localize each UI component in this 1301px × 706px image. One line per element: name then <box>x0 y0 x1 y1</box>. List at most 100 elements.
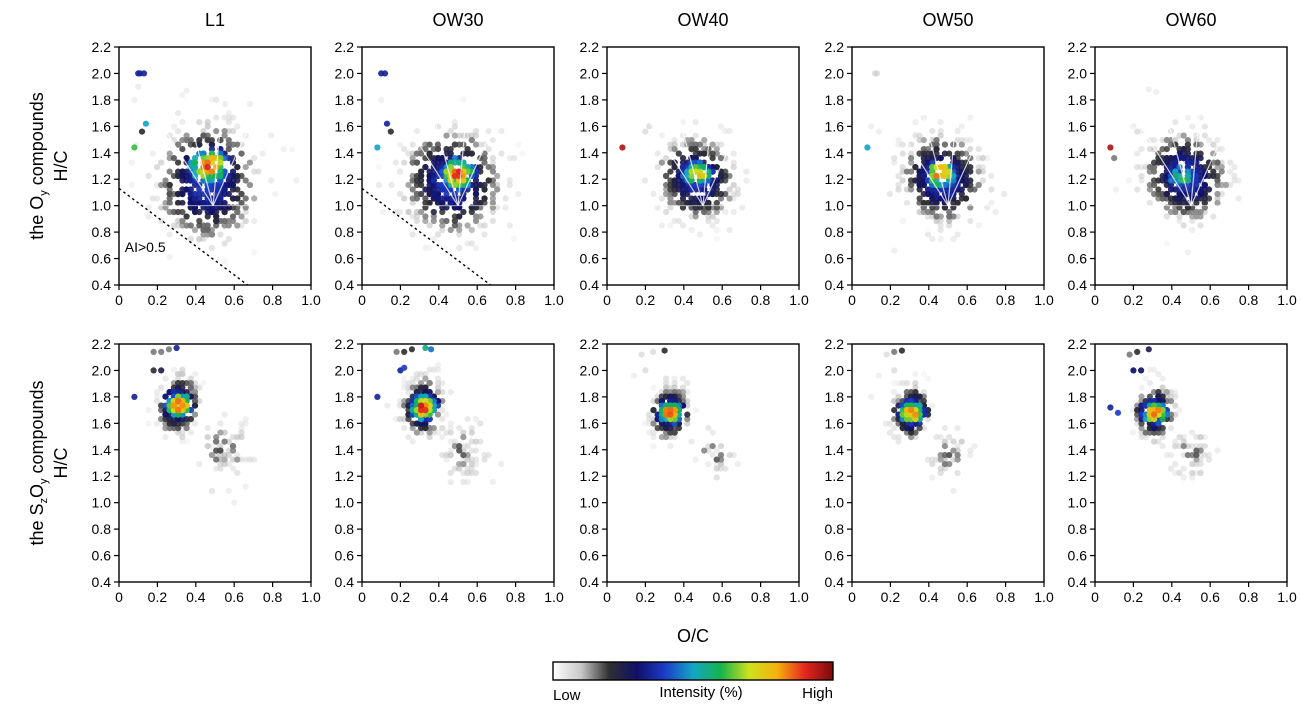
data-point <box>912 416 919 423</box>
data-point <box>179 402 186 409</box>
x-tick-label: 0.6 <box>712 292 732 308</box>
data-point <box>864 144 871 151</box>
data-point <box>933 172 940 180</box>
data-point <box>242 195 249 202</box>
data-point <box>234 177 241 184</box>
data-point <box>903 168 911 175</box>
y-tick-label: 0.6 <box>825 251 845 267</box>
data-point <box>1155 389 1162 396</box>
data-point <box>191 159 199 166</box>
y-tick-label: 1.4 <box>1068 145 1088 161</box>
data-point <box>208 244 215 252</box>
data-point <box>418 384 425 391</box>
y-tick-label: 1.6 <box>825 118 845 134</box>
data-point <box>221 452 228 459</box>
data-point <box>208 141 215 148</box>
data-point <box>175 425 182 432</box>
data-point <box>1163 389 1170 396</box>
data-point <box>1176 181 1183 189</box>
data-point <box>933 434 940 441</box>
data-point <box>1214 199 1221 207</box>
data-point <box>667 411 674 418</box>
x-tick-label: 0.8 <box>996 589 1016 605</box>
row-label-part: y <box>38 478 50 484</box>
data-point <box>191 164 199 171</box>
data-point <box>899 217 906 225</box>
data-point <box>1134 128 1141 135</box>
data-point <box>1210 141 1217 148</box>
data-point <box>238 420 245 427</box>
data-point <box>671 137 678 144</box>
y-tick-label: 1.6 <box>1068 415 1088 431</box>
data-point <box>1180 465 1187 472</box>
data-point <box>642 367 649 374</box>
data-point <box>1227 181 1234 189</box>
data-point <box>671 190 678 198</box>
data-point <box>679 190 687 198</box>
data-point <box>908 402 915 409</box>
streak-line <box>390 99 459 206</box>
data-point <box>418 402 425 409</box>
data-point <box>229 213 237 220</box>
data-point <box>1134 411 1141 418</box>
data-point <box>439 398 446 405</box>
x-tick-label: 0.8 <box>1239 589 1259 605</box>
data-point <box>1138 177 1145 184</box>
data-point <box>213 213 220 220</box>
data-point <box>916 186 923 193</box>
data-point <box>898 347 906 354</box>
data-point <box>967 217 974 225</box>
data-point <box>165 346 172 353</box>
data-point <box>701 159 708 166</box>
data-point <box>456 159 463 166</box>
x-tick-label: 0.4 <box>674 589 694 605</box>
series-streaks <box>635 99 761 207</box>
data-point <box>225 177 232 184</box>
data-point <box>937 132 944 139</box>
data-point <box>213 96 220 103</box>
data-point <box>946 222 953 229</box>
data-point <box>941 141 949 148</box>
x-tick-label: 0 <box>358 589 366 605</box>
y-tick-label: 2.2 <box>1068 39 1088 55</box>
panel-frame <box>118 343 312 583</box>
data-point <box>1180 208 1187 216</box>
row-label-text: the SzOy compounds <box>27 380 50 545</box>
data-point <box>688 226 695 234</box>
x-tick-label: 0.2 <box>881 292 901 308</box>
data-point <box>654 150 661 157</box>
panel-frame <box>851 343 1045 583</box>
data-point <box>196 398 203 405</box>
data-point <box>1189 443 1196 450</box>
data-point <box>187 137 194 144</box>
data-point <box>234 434 241 441</box>
y-tick-label: 1.0 <box>1068 198 1088 214</box>
data-point <box>175 371 182 378</box>
data-point <box>434 231 442 238</box>
data-point <box>481 159 488 166</box>
data-point <box>891 407 898 414</box>
data-point <box>899 141 906 148</box>
data-point <box>1167 181 1175 189</box>
x-tick-label: 0.2 <box>1124 589 1144 605</box>
series-streaks <box>145 99 273 207</box>
data-point <box>179 416 186 423</box>
data-point <box>1184 164 1191 171</box>
data-point <box>1184 137 1191 144</box>
y-tick-label: 1.0 <box>580 198 600 214</box>
data-point <box>734 186 742 193</box>
data-point <box>1189 429 1196 436</box>
data-point <box>179 438 186 445</box>
data-point <box>426 380 433 387</box>
data-point <box>717 141 725 148</box>
data-point <box>251 155 258 162</box>
data-point <box>1201 452 1208 459</box>
data-point <box>646 429 653 436</box>
x-tick-label: 0.8 <box>506 292 526 308</box>
data-point <box>1205 456 1213 463</box>
data-point <box>924 375 932 382</box>
data-point <box>401 364 408 371</box>
data-point <box>722 190 729 198</box>
data-point <box>1172 411 1179 418</box>
data-point <box>1214 177 1221 184</box>
